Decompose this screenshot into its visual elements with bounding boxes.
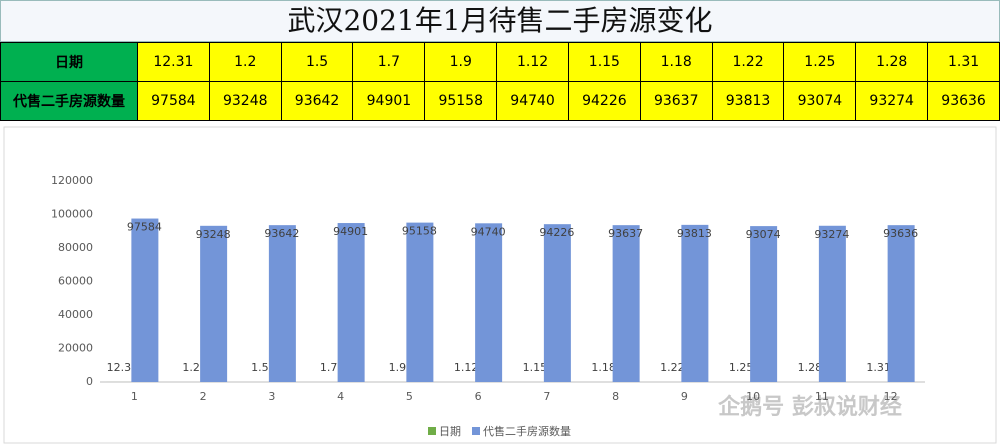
- bar: [818, 225, 846, 382]
- table-cell: 95158: [424, 81, 498, 121]
- data-label: 1.5: [251, 361, 269, 374]
- bar: [268, 225, 296, 382]
- x-tick-label: 5: [406, 390, 413, 403]
- data-label: 1.31: [866, 361, 891, 374]
- table-cell: 94226: [567, 81, 641, 121]
- y-tick-label: 120000: [51, 174, 93, 187]
- data-label: 93637: [608, 227, 643, 240]
- x-tick-label: 3: [268, 390, 275, 403]
- y-tick-label: 0: [86, 375, 93, 388]
- table-cell: 94901: [352, 81, 426, 121]
- bar: [887, 225, 915, 382]
- table-cell: 1.28: [855, 42, 929, 82]
- data-label: 1.12: [454, 361, 479, 374]
- bar: [200, 225, 228, 382]
- data-label: 1.25: [729, 361, 754, 374]
- table-row: 代售二手房源数量 97584 93248 93642 94901 95158 94740 94…: [0, 81, 1000, 121]
- data-label: 12.31: [107, 361, 139, 374]
- x-tick-label: 1: [131, 390, 138, 403]
- legend-swatch: [428, 427, 436, 435]
- x-tick-label: 12: [884, 390, 898, 403]
- bar: [750, 226, 778, 382]
- table-cell: 1.25: [783, 42, 857, 82]
- table-cell: 12.31: [137, 42, 210, 82]
- bar: [337, 223, 365, 382]
- bar: [131, 218, 159, 382]
- x-tick-label: 11: [815, 390, 829, 403]
- bar: [612, 225, 640, 382]
- data-label: 1.18: [591, 361, 616, 374]
- table-cell: 93074: [783, 81, 857, 121]
- data-label: 1.15: [523, 361, 548, 374]
- table-cell: 1.9: [424, 42, 498, 82]
- data-label: 94901: [333, 225, 368, 238]
- table-title: 武汉2021年1月待售二手房源变化: [0, 0, 1000, 42]
- data-label: 97584: [127, 221, 162, 234]
- data-label: 93636: [883, 227, 918, 240]
- data-label: 1.9: [389, 361, 407, 374]
- table-cell: 1.31: [927, 42, 1000, 82]
- x-tick-label: 2: [200, 390, 207, 403]
- data-table: 日期 12.31 1.2 1.5 1.7 1.9 1.12 1.15 1.18 1.22 1.25 1…: [0, 42, 1000, 121]
- table-cell: 1.18: [639, 42, 713, 82]
- table-cell: 94740: [496, 81, 569, 121]
- table-cell: 1.2: [208, 42, 282, 82]
- row-header: 代售二手房源数量: [0, 81, 138, 121]
- x-tick-label: 7: [543, 390, 550, 403]
- table-cell: 1.12: [496, 42, 569, 82]
- table-cell: 93642: [280, 81, 354, 121]
- y-tick-label: 40000: [58, 308, 93, 321]
- table-row: 日期 12.31 1.2 1.5 1.7 1.9 1.12 1.15 1.18 1.22 1.25 1…: [0, 42, 1000, 82]
- table-cell: 1.7: [352, 42, 426, 82]
- data-label: 94740: [471, 225, 506, 238]
- data-label: 93248: [196, 228, 231, 241]
- data-label: 93074: [746, 228, 781, 241]
- x-tick-label: 6: [475, 390, 482, 403]
- row-header: 日期: [0, 42, 138, 82]
- data-label: 1.2: [182, 361, 200, 374]
- y-tick-label: 60000: [58, 275, 93, 288]
- chart: 企鹅号 彭叔说财经 0 20000 40000 60000 80000 100000 120…: [3, 126, 997, 444]
- legend-swatch: [472, 427, 480, 435]
- data-label: 95158: [402, 225, 437, 238]
- table-cell: 1.5: [280, 42, 354, 82]
- data-label: 93642: [264, 227, 299, 240]
- bar: [406, 222, 434, 382]
- data-label: 1.22: [660, 361, 685, 374]
- data-label: 93274: [814, 228, 849, 241]
- table-cell: 93274: [855, 81, 929, 121]
- table-cell: 93248: [208, 81, 282, 121]
- data-label: 94226: [539, 226, 574, 239]
- x-tick-label: 4: [337, 390, 344, 403]
- y-tick-label: 20000: [58, 342, 93, 355]
- data-label: 1.28: [798, 361, 823, 374]
- table-cell: 93636: [927, 81, 1000, 121]
- table-cell: 1.22: [711, 42, 785, 82]
- y-tick-label: 100000: [51, 208, 93, 221]
- bar: [475, 223, 503, 382]
- bar: [681, 224, 709, 382]
- table-cell: 1.15: [567, 42, 641, 82]
- table-cell: 97584: [137, 81, 210, 121]
- y-tick-label: 80000: [58, 241, 93, 254]
- legend-label: 代售二手房源数量: [483, 424, 571, 438]
- x-tick-label: 9: [681, 390, 688, 403]
- watermark: 企鹅号 彭叔说财经: [717, 394, 902, 420]
- table-cell: 93637: [639, 81, 713, 121]
- x-tick-label: 8: [612, 390, 619, 403]
- x-tick-label: 10: [746, 390, 760, 403]
- data-label: 93813: [677, 227, 712, 240]
- table-cell: 93813: [711, 81, 785, 121]
- legend-label: 日期: [439, 425, 461, 438]
- data-label: 1.7: [320, 361, 338, 374]
- bar: [543, 224, 571, 382]
